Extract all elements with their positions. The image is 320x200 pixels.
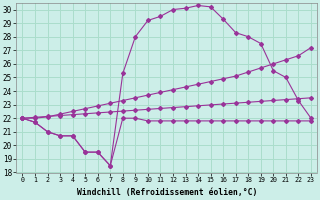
X-axis label: Windchill (Refroidissement éolien,°C): Windchill (Refroidissement éolien,°C)	[76, 188, 257, 197]
